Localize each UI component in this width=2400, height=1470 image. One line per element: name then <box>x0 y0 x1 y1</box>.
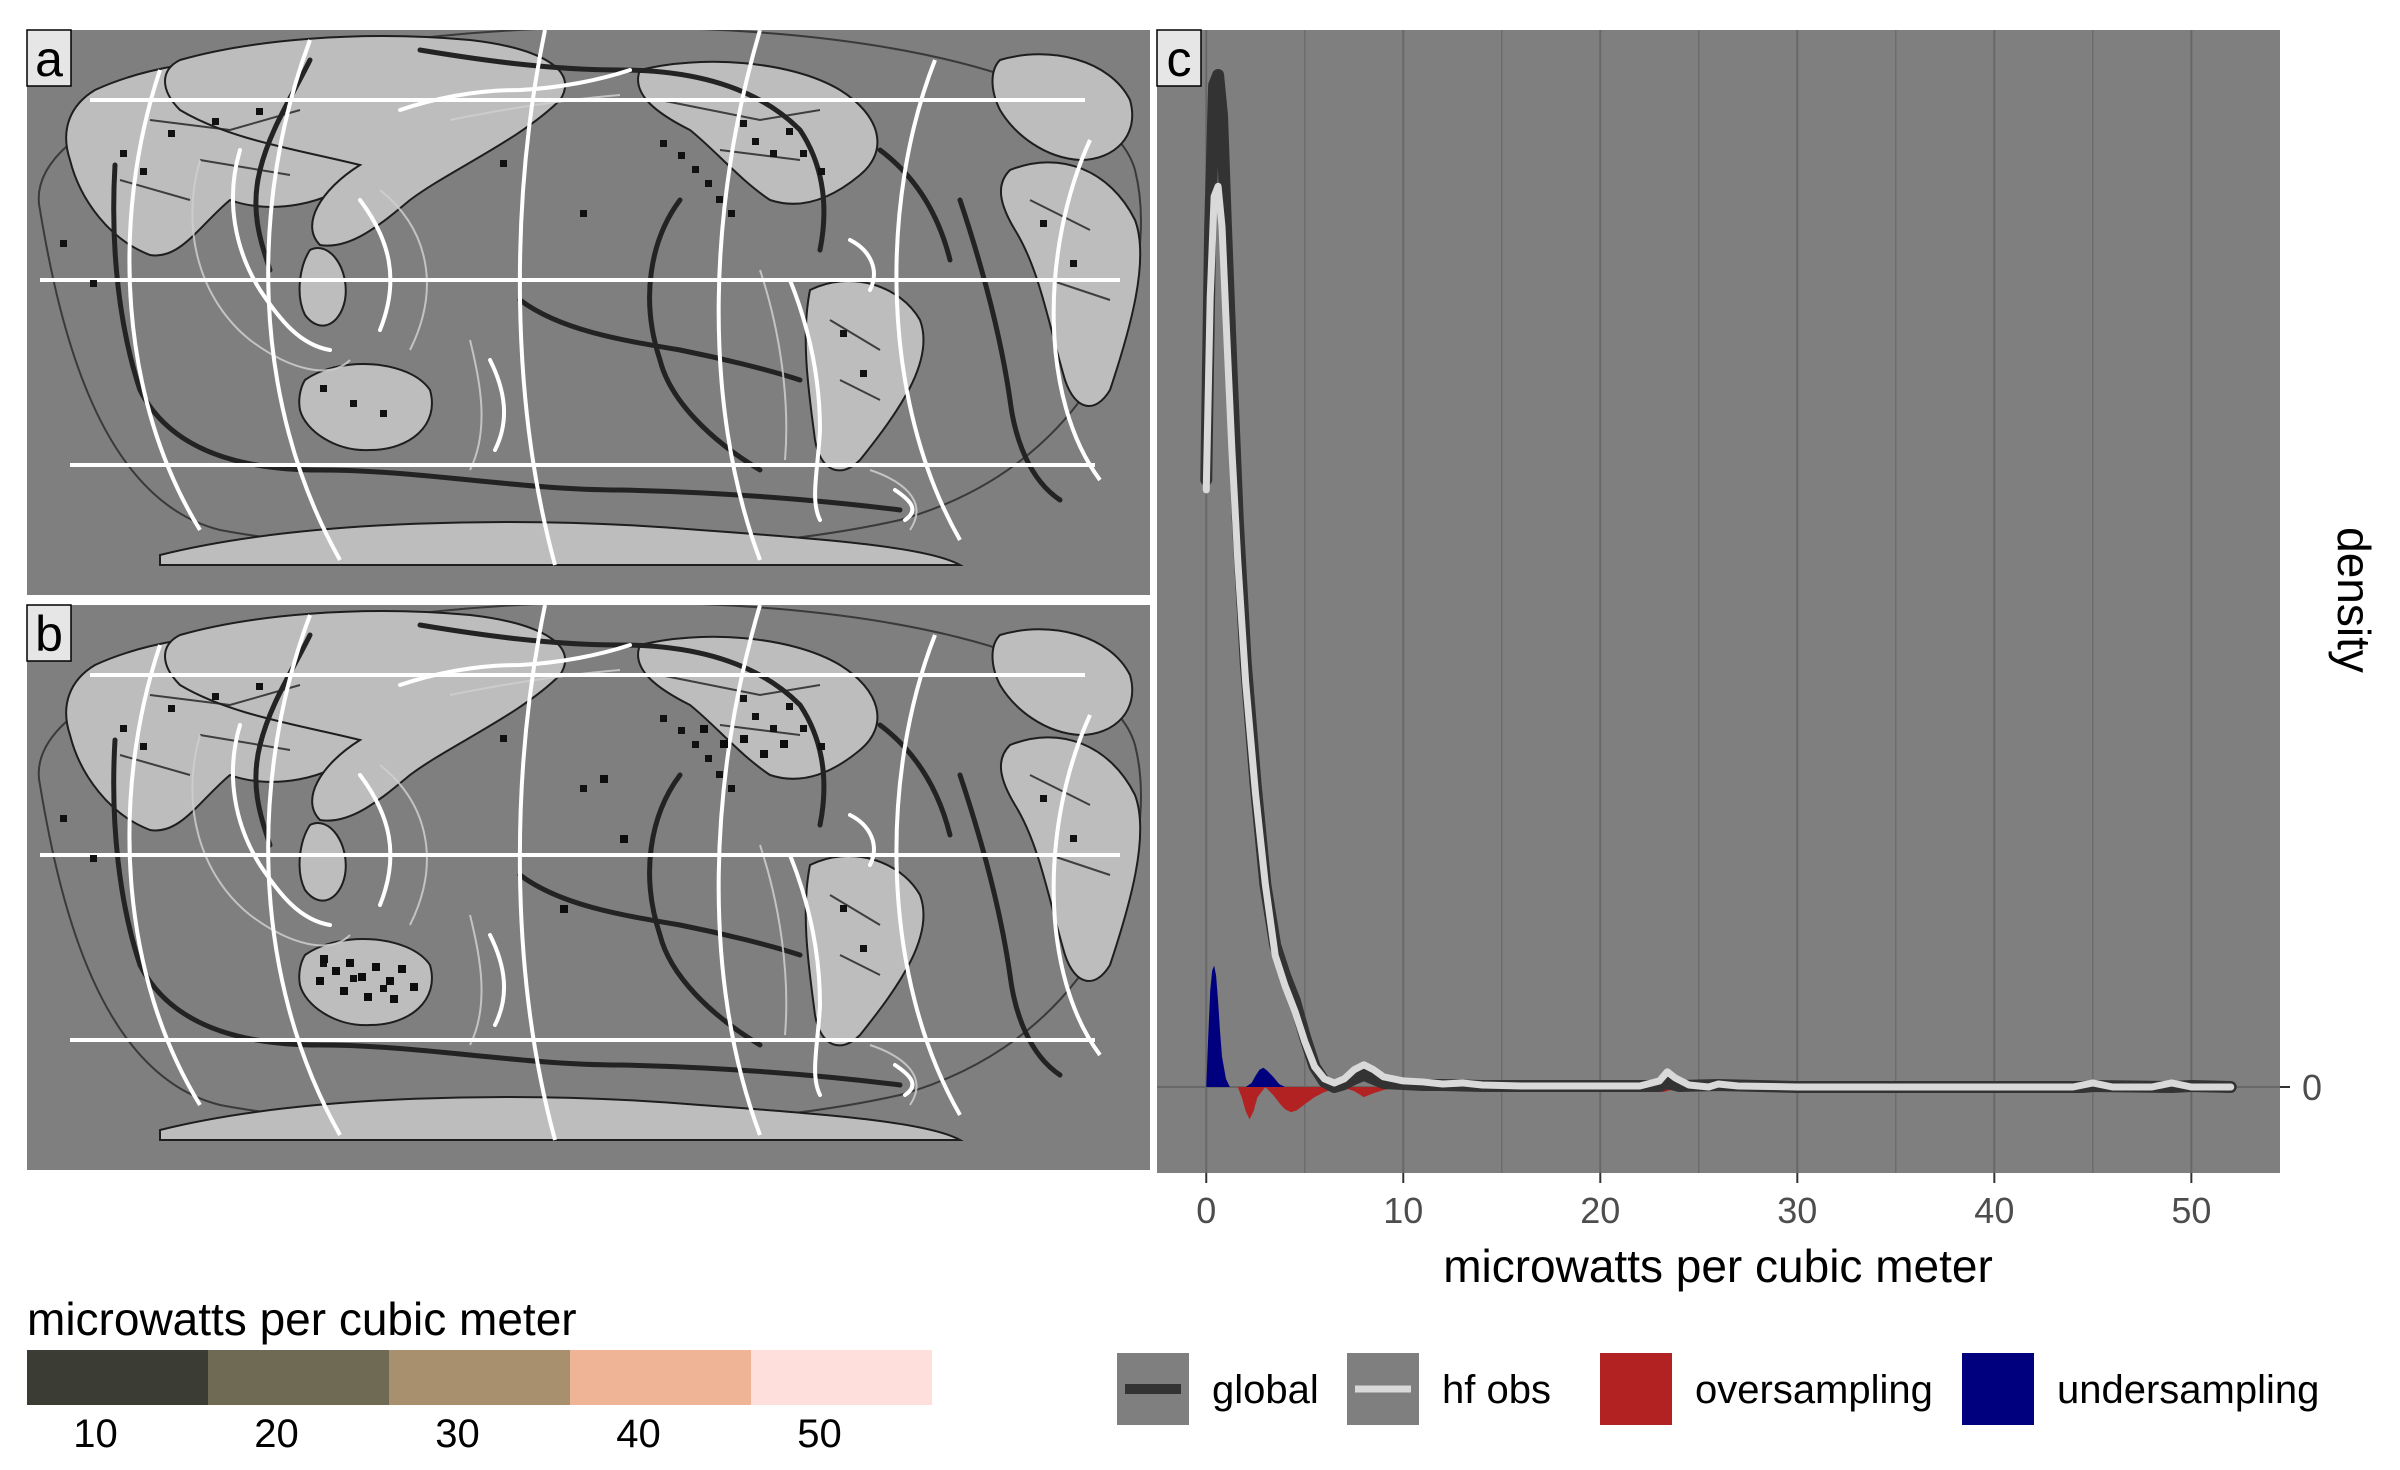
color-scale-title: microwatts per cubic meter <box>27 1293 577 1345</box>
x-axis-title: microwatts per cubic meter <box>1443 1240 1993 1292</box>
y-axis-title: density <box>2328 527 2380 673</box>
color-scale-swatch <box>208 1350 389 1405</box>
color-scale-label: 30 <box>435 1412 480 1456</box>
legend-key-undersampling <box>1962 1353 2034 1425</box>
panel-a-tag: a <box>35 31 63 87</box>
density-chart: 0 10 20 30 40 50 0 c microwatts per cubic met… <box>1156 29 2380 1292</box>
color-scale-swatch <box>27 1350 208 1405</box>
chart-plot-area <box>1157 30 2280 1173</box>
color-scale-swatch <box>751 1350 932 1405</box>
map-panel-b: b <box>26 604 1150 1170</box>
color-scale: microwatts per cubic meter 10 20 30 40 50 <box>27 1293 932 1456</box>
chart-line-layer <box>1200 69 2237 1093</box>
series-area-oversampling <box>1237 1087 1680 1120</box>
chart-legend: global hf obs oversampling undersampling <box>1117 1353 2319 1425</box>
panel-c-tag: c <box>1167 31 1192 87</box>
panel-b-tag: b <box>35 606 63 662</box>
color-scale-swatch <box>389 1350 570 1405</box>
x-axis-ticks: 0 10 20 30 40 50 <box>1196 1173 2211 1231</box>
color-scale-label: 20 <box>254 1412 299 1456</box>
x-tick-label: 50 <box>2171 1190 2211 1231</box>
legend-label: oversampling <box>1695 1368 1933 1412</box>
legend-label: global <box>1212 1368 1319 1412</box>
map-panel-a: a <box>26 29 1150 595</box>
series-area-undersampling <box>1206 965 1286 1087</box>
legend-label: hf obs <box>1442 1368 1551 1412</box>
color-scale-label: 50 <box>797 1412 842 1456</box>
legend-label: undersampling <box>2057 1368 2319 1412</box>
panel-b-tag-box <box>26 604 72 662</box>
color-scale-label: 10 <box>73 1412 118 1456</box>
y-tick-label: 0 <box>2302 1067 2322 1108</box>
x-tick-label: 30 <box>1777 1190 1817 1231</box>
legend-key-oversampling <box>1600 1353 1672 1425</box>
series-line-hf-obs <box>1202 182 2235 1091</box>
y-axis-ticks: 0 <box>2280 1067 2322 1108</box>
color-scale-swatch <box>570 1350 751 1405</box>
x-tick-label: 20 <box>1580 1190 1620 1231</box>
x-tick-label: 10 <box>1383 1190 1423 1231</box>
chart-area-layer <box>1206 965 1680 1120</box>
panel-a-tag-box <box>26 29 72 87</box>
x-tick-label: 40 <box>1974 1190 2014 1231</box>
color-scale-label: 40 <box>616 1412 661 1456</box>
x-tick-label: 0 <box>1196 1190 1216 1231</box>
color-scale-swatches: 10 20 30 40 50 <box>27 1350 932 1456</box>
panel-c-tag-box <box>1156 29 1202 87</box>
